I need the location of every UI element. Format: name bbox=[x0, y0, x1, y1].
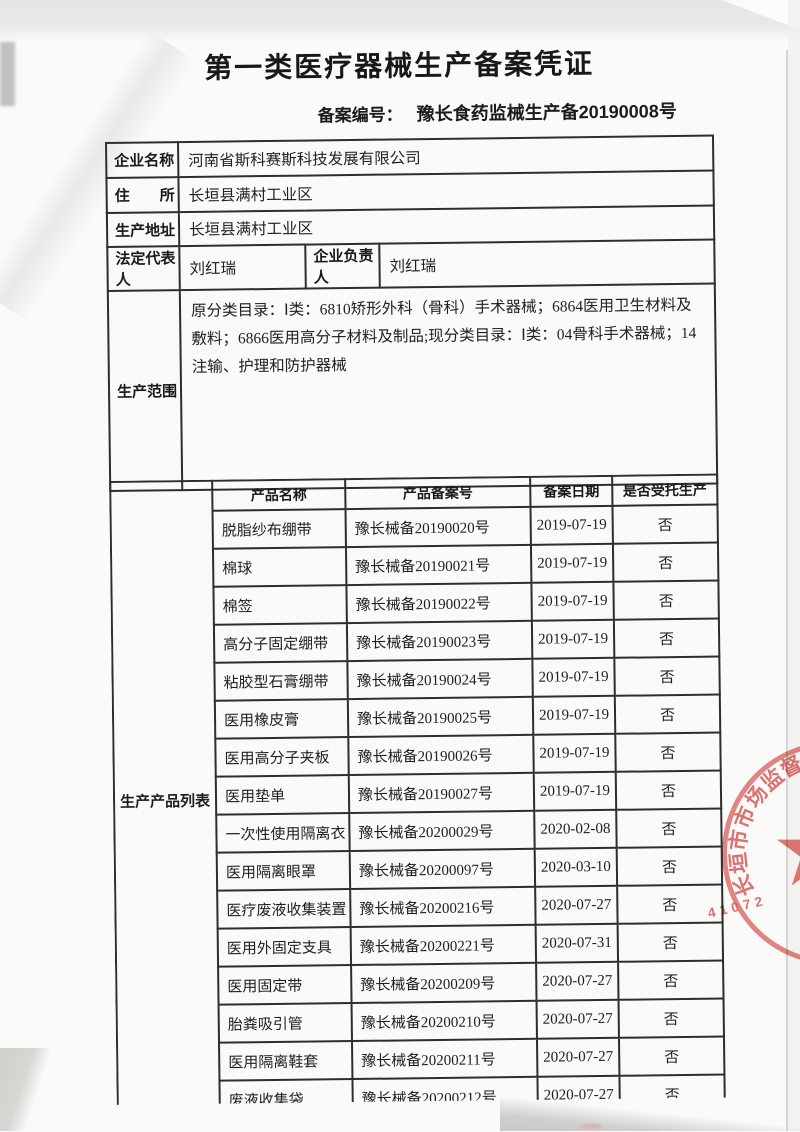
residence-label: 住 所 bbox=[106, 177, 179, 213]
product-reg-no-cell: 豫长械备20200211号 bbox=[352, 1038, 538, 1080]
column-header-date: 备案日期 bbox=[530, 475, 613, 507]
product-date-cell: 2019-07-19 bbox=[531, 619, 615, 659]
product-entrusted-cell: 否 bbox=[618, 998, 724, 1038]
product-entrusted-cell: 否 bbox=[615, 732, 721, 772]
product-name-cell: 胎粪吸引管 bbox=[218, 1003, 353, 1043]
product-entrusted-cell: 否 bbox=[616, 808, 722, 848]
table-row: 生产范围 原分类目录：Ⅰ类：6810矫形外科（骨科）手术器械；6864医用卫生材… bbox=[107, 283, 718, 491]
page-title: 第一类医疗器械生产备案凭证 bbox=[203, 48, 595, 84]
product-date-cell: 2020-07-31 bbox=[535, 923, 619, 963]
company-info-table: 企业名称 河南省斯科赛斯科技发展有限公司 住 所 长垣县满村工业区 生产地址 长… bbox=[105, 135, 718, 492]
product-date-cell: 2019-07-19 bbox=[533, 771, 617, 811]
product-entrusted-cell: 否 bbox=[613, 580, 719, 620]
column-header-product-name: 产品名称 bbox=[212, 479, 346, 511]
product-date-cell: 2019-07-19 bbox=[532, 657, 615, 697]
product-date-cell: 2020-02-08 bbox=[534, 809, 617, 849]
product-date-cell: 2019-07-19 bbox=[531, 581, 614, 621]
product-table-body: 生产产品列表 产品名称 产品备案号 备案日期 是否受托生产 脱脂纱布绷带 豫长械备… bbox=[110, 474, 725, 1105]
product-reg-no-cell: 豫长械备20200097号 bbox=[349, 848, 536, 890]
legal-representative-label: 法定代表人 bbox=[107, 246, 180, 291]
product-reg-no-cell: 豫长械备20190026号 bbox=[348, 734, 534, 776]
product-entrusted-cell: 否 bbox=[619, 1074, 725, 1105]
company-name-label: 企业名称 bbox=[106, 142, 179, 178]
filing-number-label: 备案编号： bbox=[317, 105, 403, 126]
production-address-label: 生产地址 bbox=[106, 212, 180, 247]
product-reg-no-cell: 豫长械备20200210号 bbox=[351, 1000, 537, 1042]
product-list-label: 生产产品列表 bbox=[110, 480, 220, 1105]
product-reg-no-cell: 豫长械备20200216号 bbox=[350, 886, 536, 928]
product-date-cell: 2020-07-27 bbox=[536, 1037, 620, 1077]
product-date-cell: 2020-03-10 bbox=[534, 847, 618, 887]
product-name-cell: 医用隔离鞋套 bbox=[219, 1041, 353, 1081]
product-name-cell: 棉球 bbox=[212, 547, 347, 587]
product-name-cell: 一次性使用隔离衣 bbox=[216, 813, 350, 853]
product-name-cell: 粘胶型石膏绷带 bbox=[214, 661, 348, 701]
product-name-cell: 医用外固定支具 bbox=[217, 927, 352, 967]
product-reg-no-cell: 豫长械备20190024号 bbox=[347, 658, 533, 700]
product-entrusted-cell: 否 bbox=[614, 694, 721, 734]
column-header-entrusted: 是否受托生产 bbox=[612, 474, 718, 506]
enterprise-manager-value: 刘红瑞 bbox=[379, 239, 715, 288]
product-name-cell: 棉签 bbox=[213, 585, 347, 625]
product-date-cell: 2020-07-27 bbox=[537, 1075, 620, 1105]
product-date-cell: 2019-07-19 bbox=[530, 505, 613, 545]
filing-number-line: 备案编号： 豫长食药监械生产备20190008号 bbox=[318, 97, 677, 127]
product-date-cell: 2019-07-19 bbox=[533, 733, 616, 773]
product-entrusted-cell: 否 bbox=[612, 504, 718, 544]
product-date-cell: 2019-07-19 bbox=[532, 695, 616, 735]
product-entrusted-cell: 否 bbox=[617, 922, 724, 962]
product-name-cell: 医疗废液收集装置 bbox=[217, 889, 351, 929]
product-name-cell: 医用隔离眼罩 bbox=[216, 851, 351, 891]
product-entrusted-cell: 否 bbox=[617, 884, 723, 924]
product-name-cell: 医用高分子夹板 bbox=[215, 737, 349, 777]
product-reg-no-cell: 豫长械备20190025号 bbox=[347, 696, 534, 738]
product-reg-no-cell: 豫长械备20200209号 bbox=[351, 962, 537, 1004]
product-reg-no-cell: 豫长械备20190022号 bbox=[346, 582, 532, 624]
product-reg-no-cell: 豫长械备20190021号 bbox=[345, 544, 532, 586]
product-entrusted-cell: 否 bbox=[612, 542, 719, 582]
product-date-cell: 2020-07-27 bbox=[535, 885, 618, 925]
scan-top-shadow bbox=[0, 0, 800, 42]
product-entrusted-cell: 否 bbox=[618, 960, 724, 1000]
product-reg-no-cell: 豫长械备20190023号 bbox=[346, 620, 533, 662]
product-reg-no-cell: 豫长械备20200212号 bbox=[352, 1076, 538, 1105]
product-reg-no-cell: 豫长械备20200221号 bbox=[350, 924, 537, 966]
scan-edge-mark bbox=[0, 42, 15, 106]
product-date-cell: 2019-07-19 bbox=[530, 543, 614, 583]
product-reg-no-cell: 豫长械备20190020号 bbox=[345, 506, 531, 548]
enterprise-manager-label: 企业负责人 bbox=[305, 243, 380, 289]
product-entrusted-cell: 否 bbox=[613, 618, 720, 658]
product-date-cell: 2020-07-27 bbox=[536, 999, 619, 1039]
filing-number-value: 豫长食药监械生产备20190008号 bbox=[416, 101, 677, 125]
product-reg-no-cell: 豫长械备20190027号 bbox=[348, 772, 535, 814]
product-name-cell: 废液收集袋 bbox=[219, 1079, 353, 1105]
product-name-cell: 医用固定带 bbox=[218, 965, 352, 1005]
scan-bottom-left-shadow bbox=[0, 1048, 58, 1131]
product-reg-no-cell: 豫长械备20200029号 bbox=[349, 810, 535, 852]
product-entrusted-cell: 否 bbox=[616, 846, 723, 886]
scan-ink-smudge bbox=[580, 1124, 602, 1129]
product-name-cell: 医用橡皮膏 bbox=[214, 699, 349, 739]
product-name-cell: 医用垫单 bbox=[215, 775, 350, 815]
product-entrusted-cell: 否 bbox=[618, 1036, 725, 1076]
product-name-cell: 高分子固定绷带 bbox=[213, 623, 348, 663]
scan-right-strip bbox=[788, 0, 800, 1131]
scan-paper-edge bbox=[786, 50, 788, 1131]
product-list-table: 生产产品列表 产品名称 产品备案号 备案日期 是否受托生产 脱脂纱布绷带 豫长械备… bbox=[109, 474, 726, 1105]
column-header-reg-no: 产品备案号 bbox=[345, 476, 531, 510]
product-list-section: 生产产品列表 产品名称 产品备案号 备案日期 是否受托生产 脱脂纱布绷带 豫长械备… bbox=[109, 474, 728, 1105]
legal-representative-value: 刘红瑞 bbox=[179, 244, 306, 291]
product-entrusted-cell: 否 bbox=[615, 770, 722, 810]
production-scope-label: 生产范围 bbox=[107, 290, 183, 491]
table-row: 法定代表人 刘红瑞 企业负责人 刘红瑞 bbox=[107, 239, 715, 291]
production-scope-value: 原分类目录：Ⅰ类：6810矫形外科（骨科）手术器械；6864医用卫生材料及敷料；… bbox=[179, 283, 718, 491]
scan-bottom-right-shadow bbox=[500, 1098, 800, 1131]
product-date-cell: 2020-07-27 bbox=[536, 961, 619, 1001]
product-entrusted-cell: 否 bbox=[614, 656, 720, 696]
product-name-cell: 脱脂纱布绷带 bbox=[212, 509, 346, 549]
